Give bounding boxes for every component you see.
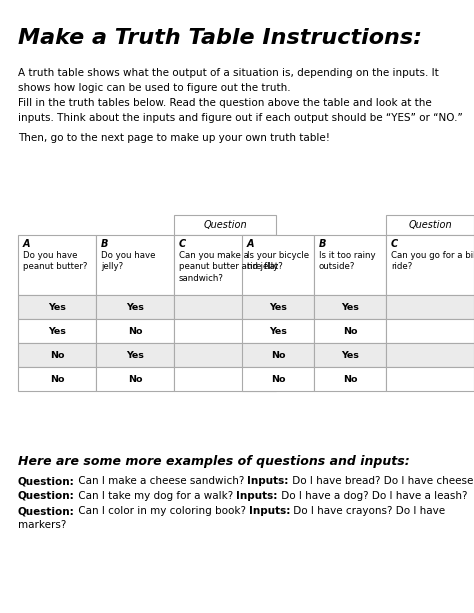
- Text: Yes: Yes: [48, 302, 66, 311]
- Text: Inputs:: Inputs:: [249, 506, 291, 516]
- Text: Question: Question: [203, 220, 247, 230]
- Text: No: No: [128, 327, 142, 335]
- Text: Yes: Yes: [269, 302, 287, 311]
- Bar: [386, 215, 474, 235]
- Bar: [314, 235, 386, 295]
- Text: Here are some more examples of questions and inputs:: Here are some more examples of questions…: [18, 455, 410, 468]
- Text: No: No: [128, 375, 142, 384]
- Bar: [242, 295, 314, 319]
- Bar: [386, 235, 474, 295]
- Text: markers?: markers?: [18, 519, 66, 530]
- Text: Then, go to the next page to make up your own truth table!: Then, go to the next page to make up you…: [18, 133, 330, 143]
- Bar: [314, 367, 386, 391]
- Text: Can you make a
peanut butter and jelly
sandwich?: Can you make a peanut butter and jelly s…: [179, 251, 278, 283]
- Bar: [18, 343, 96, 367]
- Bar: [386, 319, 474, 343]
- Text: Can I take my dog for a walk?: Can I take my dog for a walk?: [75, 491, 236, 501]
- Text: Question:: Question:: [18, 476, 75, 486]
- Text: Can I color in my coloring book?: Can I color in my coloring book?: [75, 506, 249, 516]
- Text: Yes: Yes: [341, 302, 359, 311]
- Text: Do I have bread? Do I have cheese?: Do I have bread? Do I have cheese?: [289, 476, 474, 486]
- Text: C: C: [391, 239, 398, 249]
- Text: A: A: [23, 239, 30, 249]
- Text: Fill in the truth tables below. Read the question above the table and look at th: Fill in the truth tables below. Read the…: [18, 98, 463, 123]
- Bar: [314, 295, 386, 319]
- Text: Do I have crayons? Do I have: Do I have crayons? Do I have: [291, 506, 446, 516]
- Text: No: No: [50, 375, 64, 384]
- Bar: [174, 367, 276, 391]
- Bar: [18, 367, 96, 391]
- Text: Can you go for a bike
ride?: Can you go for a bike ride?: [391, 251, 474, 272]
- Bar: [174, 215, 276, 235]
- Bar: [96, 367, 174, 391]
- Bar: [314, 319, 386, 343]
- Text: Do you have
peanut butter?: Do you have peanut butter?: [23, 251, 87, 272]
- Text: No: No: [271, 351, 285, 359]
- Text: Yes: Yes: [126, 302, 144, 311]
- Text: No: No: [271, 375, 285, 384]
- Text: No: No: [343, 375, 357, 384]
- Bar: [386, 295, 474, 319]
- Text: No: No: [343, 327, 357, 335]
- Text: B: B: [101, 239, 109, 249]
- Bar: [96, 295, 174, 319]
- Text: Question:: Question:: [18, 506, 75, 516]
- Text: Yes: Yes: [126, 351, 144, 359]
- Bar: [242, 319, 314, 343]
- Text: Is your bicycle
tire flat?: Is your bicycle tire flat?: [247, 251, 309, 272]
- Text: Do I have a dog? Do I have a leash?: Do I have a dog? Do I have a leash?: [278, 491, 467, 501]
- Bar: [314, 343, 386, 367]
- Text: Can I make a cheese sandwich?: Can I make a cheese sandwich?: [75, 476, 247, 486]
- Text: Question:: Question:: [18, 491, 75, 501]
- Text: A: A: [247, 239, 255, 249]
- Bar: [386, 343, 474, 367]
- Text: Yes: Yes: [341, 351, 359, 359]
- Text: Inputs:: Inputs:: [247, 476, 289, 486]
- Text: Make a Truth Table Instructions:: Make a Truth Table Instructions:: [18, 28, 422, 48]
- Bar: [96, 343, 174, 367]
- Text: Question: Question: [408, 220, 452, 230]
- Bar: [174, 319, 276, 343]
- Text: Do you have
jelly?: Do you have jelly?: [101, 251, 155, 272]
- Bar: [242, 343, 314, 367]
- Text: B: B: [319, 239, 327, 249]
- Bar: [18, 235, 96, 295]
- Bar: [96, 235, 174, 295]
- Bar: [242, 235, 314, 295]
- Text: A truth table shows what the output of a situation is, depending on the inputs. : A truth table shows what the output of a…: [18, 68, 439, 93]
- Bar: [174, 235, 276, 295]
- Text: Yes: Yes: [269, 327, 287, 335]
- Bar: [18, 295, 96, 319]
- Text: No: No: [50, 351, 64, 359]
- Text: Yes: Yes: [48, 327, 66, 335]
- Text: C: C: [179, 239, 186, 249]
- Bar: [96, 319, 174, 343]
- Text: Inputs:: Inputs:: [236, 491, 278, 501]
- Bar: [242, 367, 314, 391]
- Text: Is it too rainy
outside?: Is it too rainy outside?: [319, 251, 375, 272]
- Bar: [174, 343, 276, 367]
- Bar: [386, 367, 474, 391]
- Bar: [174, 295, 276, 319]
- Bar: [18, 319, 96, 343]
